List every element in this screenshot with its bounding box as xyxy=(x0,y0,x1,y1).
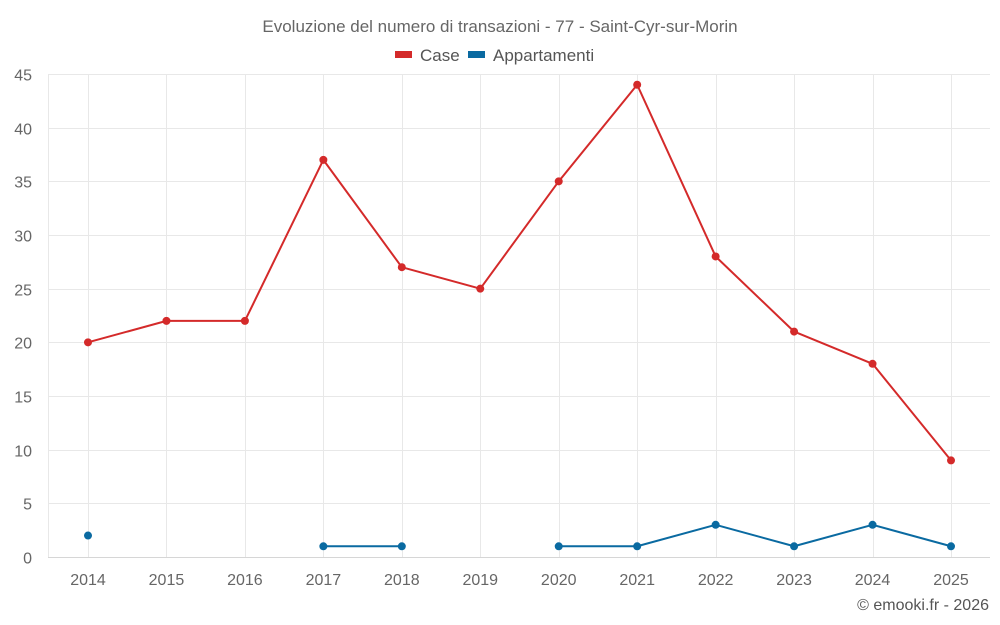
data-point[interactable] xyxy=(84,338,92,347)
y-tick-label: 5 xyxy=(23,497,32,514)
data-point[interactable] xyxy=(633,542,642,551)
x-tick-label: 2014 xyxy=(70,572,106,589)
data-point[interactable] xyxy=(633,80,642,89)
data-point[interactable] xyxy=(711,252,720,261)
y-tick-label: 15 xyxy=(14,390,32,407)
x-tick-label: 2024 xyxy=(855,572,891,589)
series-layer xyxy=(84,80,955,551)
data-point[interactable] xyxy=(162,316,171,325)
y-tick-label: 30 xyxy=(14,229,32,246)
x-tick-label: 2021 xyxy=(619,572,655,589)
data-point[interactable] xyxy=(947,456,955,465)
data-point[interactable] xyxy=(476,284,485,293)
x-tick-label: 2017 xyxy=(306,572,342,589)
data-point[interactable] xyxy=(319,542,328,551)
x-tick-label: 2019 xyxy=(462,572,498,589)
data-point[interactable] xyxy=(711,520,720,529)
x-tick-label: 2023 xyxy=(776,572,812,589)
series-appartamenti xyxy=(84,520,955,551)
data-point[interactable] xyxy=(790,327,799,336)
legend-item-case[interactable]: Case xyxy=(395,46,460,65)
x-axis-ticks: 2014 2015 2016 2017 2018 2019 2020 2021 2022 2023… xyxy=(70,572,969,589)
data-point[interactable] xyxy=(554,542,563,551)
y-axis-ticks: 0 5 10 15 20 25 30 35 40 45 xyxy=(14,68,32,568)
legend-item-appartamenti[interactable]: Appartamenti xyxy=(468,46,594,65)
chart-title: Evoluzione del numero di transazioni - 7… xyxy=(262,17,737,36)
y-tick-label: 35 xyxy=(14,175,32,192)
y-tick-label: 40 xyxy=(14,122,32,139)
y-tick-label: 20 xyxy=(14,336,32,353)
legend-label: Appartamenti xyxy=(493,46,594,65)
x-tick-label: 2020 xyxy=(541,572,577,589)
y-gridlines xyxy=(48,74,990,504)
data-point[interactable] xyxy=(240,316,249,325)
data-point[interactable] xyxy=(319,155,328,164)
x-tick-label: 2018 xyxy=(384,572,420,589)
data-point[interactable] xyxy=(868,520,877,529)
data-point[interactable] xyxy=(397,263,406,272)
data-point[interactable] xyxy=(947,542,955,551)
legend-label: Case xyxy=(420,46,460,65)
y-tick-label: 10 xyxy=(14,444,32,461)
legend-swatch-icon xyxy=(395,51,412,58)
y-tick-label: 45 xyxy=(14,68,32,85)
x-gridlines xyxy=(48,74,952,557)
x-tick-label: 2022 xyxy=(698,572,734,589)
data-point[interactable] xyxy=(790,542,799,551)
legend: Case Appartamenti xyxy=(395,46,594,65)
x-tick-label: 2016 xyxy=(227,572,263,589)
y-tick-label: 25 xyxy=(14,283,32,300)
credit-text: © emooki.fr - 2026 xyxy=(857,597,989,614)
x-tick-label: 2025 xyxy=(933,572,969,589)
data-point[interactable] xyxy=(868,359,877,368)
y-tick-label: 0 xyxy=(23,551,32,568)
series-line xyxy=(87,83,952,462)
series-case xyxy=(84,80,955,465)
series-line xyxy=(558,523,952,548)
data-point[interactable] xyxy=(554,177,563,186)
x-tick-label: 2015 xyxy=(149,572,185,589)
legend-swatch-icon xyxy=(468,51,485,58)
data-point[interactable] xyxy=(397,542,406,551)
data-point[interactable] xyxy=(84,531,92,540)
